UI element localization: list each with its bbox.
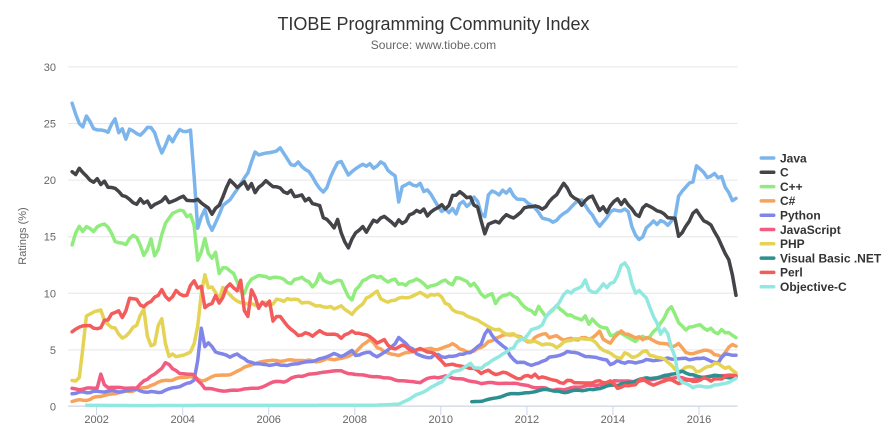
svg-text:2008: 2008	[343, 414, 367, 426]
svg-text:C++: C++	[780, 180, 803, 194]
svg-text:2016: 2016	[687, 414, 711, 426]
svg-text:25: 25	[44, 119, 56, 131]
svg-text:C: C	[780, 166, 789, 180]
svg-text:20: 20	[44, 175, 56, 187]
svg-text:10: 10	[44, 288, 56, 300]
svg-text:Objective-C: Objective-C	[780, 280, 847, 294]
svg-text:Java: Java	[780, 151, 807, 165]
svg-text:2010: 2010	[429, 414, 453, 426]
svg-text:2006: 2006	[256, 414, 280, 426]
svg-text:15: 15	[44, 232, 56, 244]
svg-text:Python: Python	[780, 208, 821, 222]
svg-text:Source: www.tiobe.com: Source: www.tiobe.com	[371, 38, 496, 52]
svg-text:C#: C#	[780, 194, 796, 208]
svg-text:TIOBE Programming Community In: TIOBE Programming Community Index	[277, 14, 589, 34]
svg-text:Visual Basic .NET: Visual Basic .NET	[780, 251, 882, 265]
svg-text:2014: 2014	[601, 414, 625, 426]
svg-text:JavaScript: JavaScript	[780, 223, 841, 237]
svg-text:5: 5	[50, 345, 56, 357]
svg-text:Perl: Perl	[780, 266, 803, 280]
svg-text:30: 30	[44, 62, 56, 74]
svg-text:Ratings (%): Ratings (%)	[17, 207, 29, 264]
svg-text:0: 0	[50, 402, 56, 414]
svg-text:2012: 2012	[515, 414, 539, 426]
svg-text:PHP: PHP	[780, 237, 805, 251]
svg-text:2004: 2004	[170, 414, 194, 426]
svg-text:2002: 2002	[84, 414, 108, 426]
